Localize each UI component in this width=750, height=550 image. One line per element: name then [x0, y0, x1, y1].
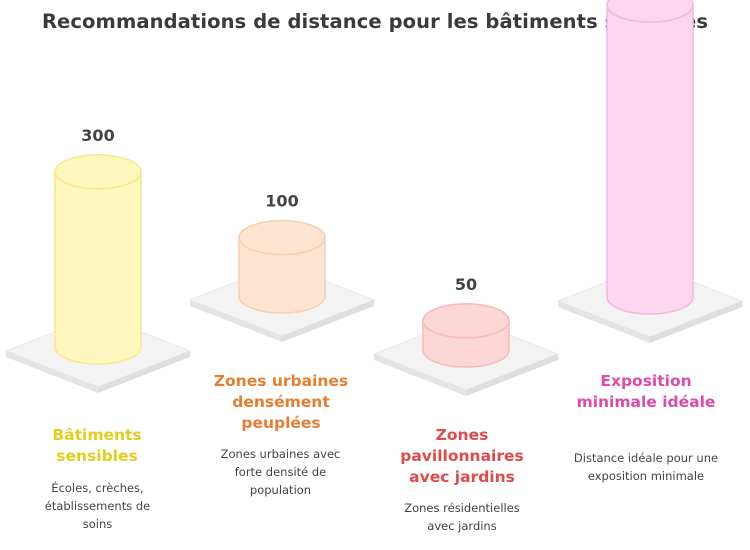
platform-side-right-zones-urbaines — [282, 300, 374, 342]
platform-side-right-exposition-minimale — [650, 301, 742, 343]
platform-side-right-zones-pavillonnaires — [466, 354, 558, 396]
bar-batiments-sensibles — [54, 171, 142, 365]
platform-side-left-batiments-sensibles — [6, 351, 98, 393]
bar-zones-urbaines — [238, 236, 326, 314]
platform-side-right-batiments-sensibles — [98, 351, 190, 393]
bar-top-exposition-minimale — [606, 0, 694, 23]
value-label-batiments-sensibles: 300 — [81, 126, 114, 145]
bar-exposition-minimale — [606, 4, 694, 315]
category-label-batiments-sensibles: Bâtiments sensibles — [52, 426, 142, 465]
category-label-zones-urbaines: Zones urbaines densément peuplées — [213, 372, 349, 432]
platform-side-left-zones-pavillonnaires — [374, 354, 466, 396]
category-description-batiments-sensibles: Écoles, crèches, établissements de soins — [44, 481, 151, 531]
bar-top-zones-urbaines — [238, 219, 326, 256]
chart-title: Recommandations de distance pour les bât… — [41, 10, 709, 33]
platform-side-left-zones-urbaines — [190, 300, 282, 342]
category-label-zones-pavillonnaires: Zones pavillonnaires avec jardins — [400, 426, 524, 486]
category-description-zones-pavillonnaires: Zones résidentielles avec jardins — [404, 501, 520, 533]
value-label-zones-pavillonnaires: 50 — [455, 275, 477, 294]
bar-top-batiments-sensibles — [54, 154, 142, 190]
value-label-zones-urbaines: 100 — [265, 192, 298, 211]
category-description-exposition-minimale: Distance idéale pour une exposition mini… — [573, 451, 719, 483]
platform-side-left-exposition-minimale — [558, 301, 650, 343]
bar-top-zones-pavillonnaires — [422, 303, 510, 339]
category-description-zones-urbaines: Zones urbaines avec forte densité de pop… — [220, 447, 341, 497]
category-label-exposition-minimale: Exposition minimale idéale — [576, 372, 716, 411]
